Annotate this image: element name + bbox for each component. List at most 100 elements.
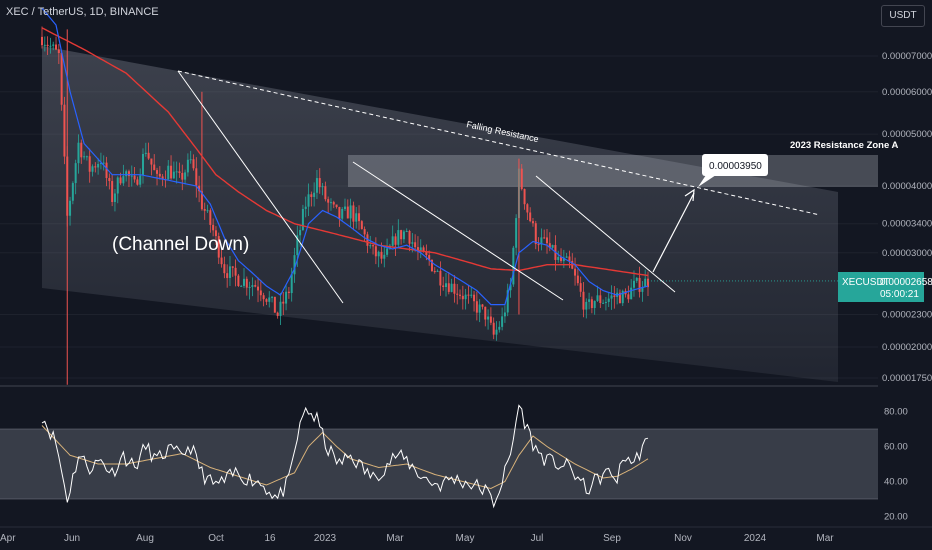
candle-body [186,159,189,173]
time-tick-label: Jul [531,533,544,544]
time-tick-label: 2023 [314,533,337,544]
candle-body [520,168,523,190]
candle-body [119,177,122,184]
time-tick-label: Oct [208,533,224,544]
price-badge-value: 0.00002658 [880,277,932,288]
candle-body [355,213,358,222]
last-price-badge: XECUSDT 0.00002658 05:00:21 [838,272,932,302]
moving-average-red [41,27,649,277]
candle-body [99,163,102,165]
candle-body [189,159,192,161]
candle-body [251,285,254,287]
candle-body [428,255,431,260]
candle-body [111,181,114,202]
time-tick-label: May [456,533,475,544]
candle-body [461,295,464,300]
candle-body [380,251,383,259]
candle-body [273,296,276,313]
currency-button[interactable]: USDT [881,5,925,27]
candle-body [644,278,647,288]
candle-body [245,278,248,288]
target-price-label: 0.00003950 [709,161,762,172]
candle-body [358,213,361,222]
candle-body [214,230,217,237]
candle-body [433,271,436,273]
candle-body [551,245,554,248]
candle-body [425,251,428,256]
candle-body [560,257,563,262]
candle-body [142,154,144,176]
price-axis[interactable]: 0.00007000 0.00006000 0.00005000 0.00004000… [882,51,932,384]
candle-body [60,53,63,105]
candle-body [369,245,372,247]
target-callout-pointer [698,175,716,187]
time-tick-label: Mar [386,533,404,544]
candle-body [198,185,201,192]
candle-body [184,172,187,180]
candle-body [565,256,568,258]
candle-body [287,291,290,294]
candle-body [318,178,321,188]
candle-body [102,162,105,164]
candle-body [88,156,91,172]
candle-body [621,290,624,304]
candle-body [63,104,66,157]
candle-body [105,162,108,178]
candle-body [97,164,100,168]
candle-body [346,206,349,219]
candle-body [467,294,470,296]
candle-body [299,230,302,236]
candle-body [501,316,504,327]
candle-body [181,172,184,180]
candle-body [487,316,490,320]
candle-body [366,234,369,246]
candle-body [548,243,551,248]
price-badge-countdown: 05:00:21 [880,289,919,300]
time-tick-label: 2024 [744,533,767,544]
trendline-1 [177,70,344,304]
candle-body [153,164,156,171]
candle-body [590,299,593,309]
candle-body [632,280,635,288]
candle-body [607,298,610,302]
resistance-zone-2023 [348,155,878,187]
symbol-title[interactable]: XEC / TetherUS, 1D, BINANCE [6,6,159,18]
candle-body [279,301,282,316]
time-tick-label: Nov [674,533,692,544]
candle-body [108,177,111,182]
candle-body [596,295,599,301]
candle-body [397,230,400,245]
rsi-axis[interactable]: 80.00 60.00 40.00 20.00 [884,407,908,523]
channel-down-label: (Channel Down) [112,234,249,255]
candle-body [506,290,509,313]
candle-body [133,175,136,180]
rsi-tick-label: 40.00 [884,477,908,488]
time-axis[interactable]: Apr Jun Aug Oct 16 2023 Mar May Jul Sep Nov 2024 Mar [0,533,834,544]
candle-body [237,275,240,287]
candle-body [55,44,58,50]
candle-body [408,230,411,244]
candle-body [307,194,310,207]
candle-body [635,277,638,281]
time-tick-label: Sep [603,533,621,544]
candle-body [402,231,405,240]
candle-body [557,257,560,260]
candle-body [372,245,375,247]
time-tick-label: Jun [64,533,80,544]
candle-body [492,322,495,335]
price-tick-label: 0.00005000 [882,129,932,140]
price-tick-label: 0.00001750 [882,373,932,384]
candle-body [147,152,150,159]
price-tick-label: 0.00007000 [882,51,932,62]
candle-body [405,230,408,232]
candle-body [445,283,447,287]
candle-body [324,186,327,200]
candle-body [276,312,279,316]
candle-body [456,293,459,295]
candle-body [310,194,313,197]
candle-body [641,287,644,292]
price-candles [41,26,838,385]
time-tick-label: 16 [264,533,276,544]
candle-body [568,256,571,261]
